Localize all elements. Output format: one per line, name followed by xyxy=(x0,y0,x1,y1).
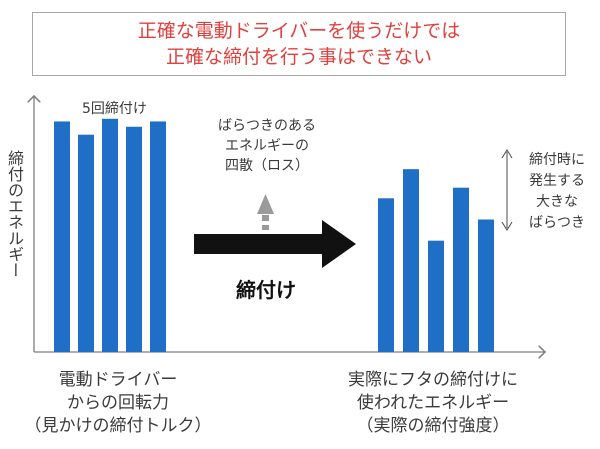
left-caption-line-2: からの回転力 xyxy=(67,393,169,413)
variation-line-2: 発生する xyxy=(529,173,585,189)
tighten-arrow xyxy=(194,220,356,268)
right-caption-line-3: （実際の締付強度） xyxy=(356,416,510,436)
left-bar-4 xyxy=(126,126,142,352)
variation-arrow xyxy=(501,149,513,231)
right-bar-group xyxy=(378,169,494,352)
loss-line-3: 四散（ロス） xyxy=(225,158,309,174)
left-caption-line-3: （見かけの締付トルク） xyxy=(24,416,212,436)
loss-arrow xyxy=(257,194,274,230)
loss-line-2: エネルギーの xyxy=(225,138,309,154)
left-bar-1 xyxy=(54,121,70,352)
tighten-label: 締付け xyxy=(236,278,296,302)
right-bar-4 xyxy=(453,187,469,352)
left-bar-2 xyxy=(78,134,94,352)
right-bar-2 xyxy=(403,169,419,352)
left-group-label: 5回締付け xyxy=(82,101,147,117)
right-caption-line-2: 使われたエネルギー xyxy=(356,393,510,413)
headline-box: 正確な電動ドライバーを使うだけでは 正確な締付を行う事はできない xyxy=(32,12,566,76)
right-bar-5 xyxy=(478,219,494,352)
variation-line-4: ばらつき xyxy=(529,215,585,231)
headline-line-1: 正確な電動ドライバーを使うだけでは xyxy=(137,20,461,42)
headline-line-2: 正確な締付を行う事はできない xyxy=(165,46,432,68)
right-bar-3 xyxy=(428,240,444,352)
loss-label: ばらつきのある エネルギーの 四散（ロス） xyxy=(197,116,337,176)
left-bar-group xyxy=(54,118,166,352)
loss-line-1: ばらつきのある xyxy=(218,118,316,134)
right-caption: 実際にフタの締付けに 使われたエネルギー （実際の締付強度） xyxy=(318,369,548,438)
left-bar-5 xyxy=(150,121,166,352)
y-axis-label: 締付のエネルギー xyxy=(5,150,24,278)
variation-line-3: 大きな xyxy=(536,194,578,210)
right-bar-1 xyxy=(378,198,394,352)
variation-line-1: 締付時に xyxy=(529,152,585,168)
variation-label: 締付時に 発生する 大きな ばらつき xyxy=(517,150,597,234)
left-bar-3 xyxy=(102,118,118,352)
left-caption-line-1: 電動ドライバー xyxy=(58,370,178,390)
right-caption-line-1: 実際にフタの締付けに xyxy=(348,370,518,390)
left-caption: 電動ドライバー からの回転力 （見かけの締付トルク） xyxy=(8,369,228,438)
